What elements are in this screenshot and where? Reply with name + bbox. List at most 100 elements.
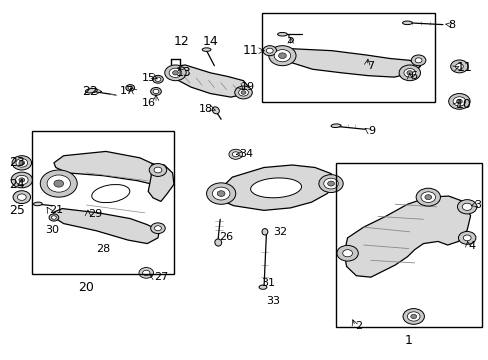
Circle shape xyxy=(228,149,242,159)
Circle shape xyxy=(164,65,186,81)
Circle shape xyxy=(234,86,252,99)
Circle shape xyxy=(40,170,77,197)
Circle shape xyxy=(266,48,273,53)
Ellipse shape xyxy=(49,214,59,221)
Ellipse shape xyxy=(330,124,340,127)
Ellipse shape xyxy=(402,21,411,24)
Circle shape xyxy=(318,175,343,193)
Text: 32: 32 xyxy=(272,227,286,237)
Ellipse shape xyxy=(277,32,287,36)
Ellipse shape xyxy=(155,77,161,81)
Text: 6: 6 xyxy=(409,71,416,81)
Circle shape xyxy=(172,71,178,75)
Circle shape xyxy=(450,60,467,73)
Circle shape xyxy=(268,46,295,66)
Text: 12: 12 xyxy=(173,35,189,48)
Circle shape xyxy=(238,89,248,96)
Circle shape xyxy=(16,175,28,185)
Polygon shape xyxy=(167,65,249,97)
Bar xyxy=(31,131,174,274)
Polygon shape xyxy=(276,49,420,77)
Circle shape xyxy=(139,267,153,278)
Text: 26: 26 xyxy=(219,232,233,242)
Circle shape xyxy=(149,163,166,176)
Circle shape xyxy=(241,91,245,94)
Circle shape xyxy=(398,65,420,81)
Ellipse shape xyxy=(33,202,42,206)
Text: 13: 13 xyxy=(176,66,191,79)
Ellipse shape xyxy=(259,285,266,289)
Circle shape xyxy=(278,53,286,59)
Polygon shape xyxy=(215,165,335,210)
Text: 9: 9 xyxy=(368,126,375,136)
Text: 23: 23 xyxy=(9,156,24,169)
Text: 17: 17 xyxy=(119,86,133,96)
Ellipse shape xyxy=(250,178,301,198)
Text: 3: 3 xyxy=(473,200,480,210)
Polygon shape xyxy=(52,208,159,244)
Circle shape xyxy=(206,183,235,204)
Ellipse shape xyxy=(51,216,56,219)
Circle shape xyxy=(342,249,352,257)
Circle shape xyxy=(461,203,471,210)
Circle shape xyxy=(448,94,469,109)
Circle shape xyxy=(154,167,162,173)
Circle shape xyxy=(455,64,462,69)
Circle shape xyxy=(406,71,412,75)
Circle shape xyxy=(402,309,424,324)
Ellipse shape xyxy=(125,85,134,91)
Text: 18: 18 xyxy=(198,104,212,114)
Text: 8: 8 xyxy=(448,19,455,30)
Text: 27: 27 xyxy=(154,272,168,282)
Text: 25: 25 xyxy=(9,204,24,217)
Circle shape xyxy=(407,312,419,321)
Polygon shape xyxy=(344,196,469,277)
Text: 2: 2 xyxy=(355,321,362,332)
Text: 7: 7 xyxy=(366,61,373,71)
Text: 16: 16 xyxy=(142,98,156,108)
Circle shape xyxy=(47,175,70,192)
Text: 21: 21 xyxy=(49,205,63,215)
Circle shape xyxy=(456,99,461,104)
Ellipse shape xyxy=(202,48,210,51)
Text: 28: 28 xyxy=(96,244,110,253)
Ellipse shape xyxy=(85,89,97,93)
Circle shape xyxy=(12,156,31,170)
Text: 1: 1 xyxy=(404,334,412,347)
Circle shape xyxy=(403,68,415,77)
Ellipse shape xyxy=(153,89,159,94)
Circle shape xyxy=(13,191,30,203)
Text: 19: 19 xyxy=(240,82,254,92)
Circle shape xyxy=(232,152,239,157)
Text: 24: 24 xyxy=(9,178,24,191)
Circle shape xyxy=(54,180,63,187)
Circle shape xyxy=(452,97,465,106)
Text: 20: 20 xyxy=(79,281,94,294)
Circle shape xyxy=(18,194,26,201)
Text: 30: 30 xyxy=(45,225,60,235)
Circle shape xyxy=(410,314,416,319)
Text: 15: 15 xyxy=(142,73,156,83)
Bar xyxy=(335,163,481,327)
Circle shape xyxy=(217,191,224,197)
Circle shape xyxy=(410,55,425,66)
Text: 33: 33 xyxy=(265,296,279,306)
Circle shape xyxy=(336,246,358,261)
Ellipse shape xyxy=(152,75,163,83)
Text: 34: 34 xyxy=(239,149,253,159)
Bar xyxy=(261,13,434,102)
Circle shape xyxy=(414,58,421,63)
Circle shape xyxy=(274,50,290,62)
Circle shape xyxy=(458,231,475,244)
Polygon shape xyxy=(54,152,162,184)
Circle shape xyxy=(16,158,28,167)
Circle shape xyxy=(11,172,32,188)
Ellipse shape xyxy=(214,239,221,246)
Circle shape xyxy=(169,68,182,77)
Circle shape xyxy=(424,195,431,200)
Text: 10: 10 xyxy=(455,99,471,112)
Circle shape xyxy=(212,187,229,200)
Circle shape xyxy=(462,235,470,241)
Text: 11: 11 xyxy=(456,61,471,74)
Circle shape xyxy=(19,161,25,165)
